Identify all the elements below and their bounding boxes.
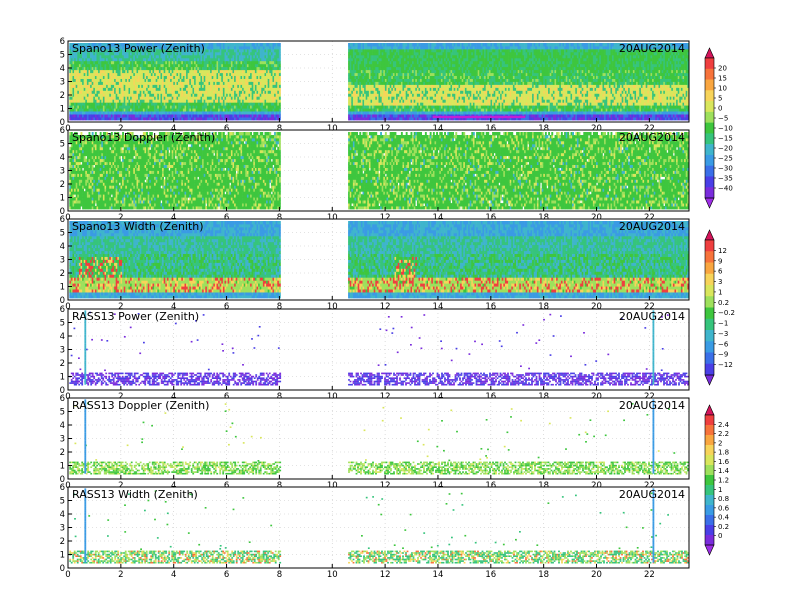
profiler-chart: 02468101214161820220123456Spano13 Power … — [0, 0, 792, 612]
profiler-figure: 02468101214161820220123456Spano13 Power … — [0, 0, 792, 612]
